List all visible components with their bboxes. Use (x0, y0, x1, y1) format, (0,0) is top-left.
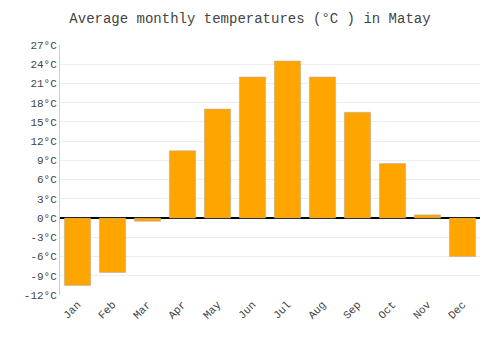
svg-text:-3°C: -3°C (30, 232, 57, 244)
svg-text:Dec: Dec (446, 299, 468, 321)
svg-text:Average monthly temperatures (: Average monthly temperatures (°C ) in Ma… (69, 11, 430, 27)
svg-text:Feb: Feb (96, 299, 118, 321)
svg-text:21°C: 21°C (30, 78, 57, 90)
svg-text:9°C: 9°C (37, 155, 57, 167)
svg-text:Sep: Sep (341, 299, 363, 321)
svg-text:Aug: Aug (306, 299, 328, 321)
svg-text:24°C: 24°C (30, 59, 57, 71)
svg-text:Jan: Jan (61, 299, 83, 321)
svg-text:12°C: 12°C (30, 136, 57, 148)
svg-text:May: May (201, 299, 224, 322)
svg-text:27°C: 27°C (30, 40, 57, 52)
svg-text:15°C: 15°C (30, 117, 57, 129)
svg-text:0°C: 0°C (37, 213, 57, 225)
svg-text:Jun: Jun (236, 299, 258, 321)
svg-text:-9°C: -9°C (30, 271, 57, 283)
svg-text:Apr: Apr (166, 299, 188, 321)
svg-text:3°C: 3°C (37, 194, 57, 206)
svg-text:6°C: 6°C (37, 174, 57, 186)
svg-text:Mar: Mar (131, 299, 153, 321)
svg-text:Jul: Jul (271, 299, 293, 321)
svg-text:18°C: 18°C (30, 98, 57, 110)
svg-text:-6°C: -6°C (30, 251, 57, 263)
svg-text:Nov: Nov (411, 299, 434, 322)
svg-text:Oct: Oct (376, 299, 398, 321)
svg-text:-12°C: -12°C (24, 290, 57, 302)
